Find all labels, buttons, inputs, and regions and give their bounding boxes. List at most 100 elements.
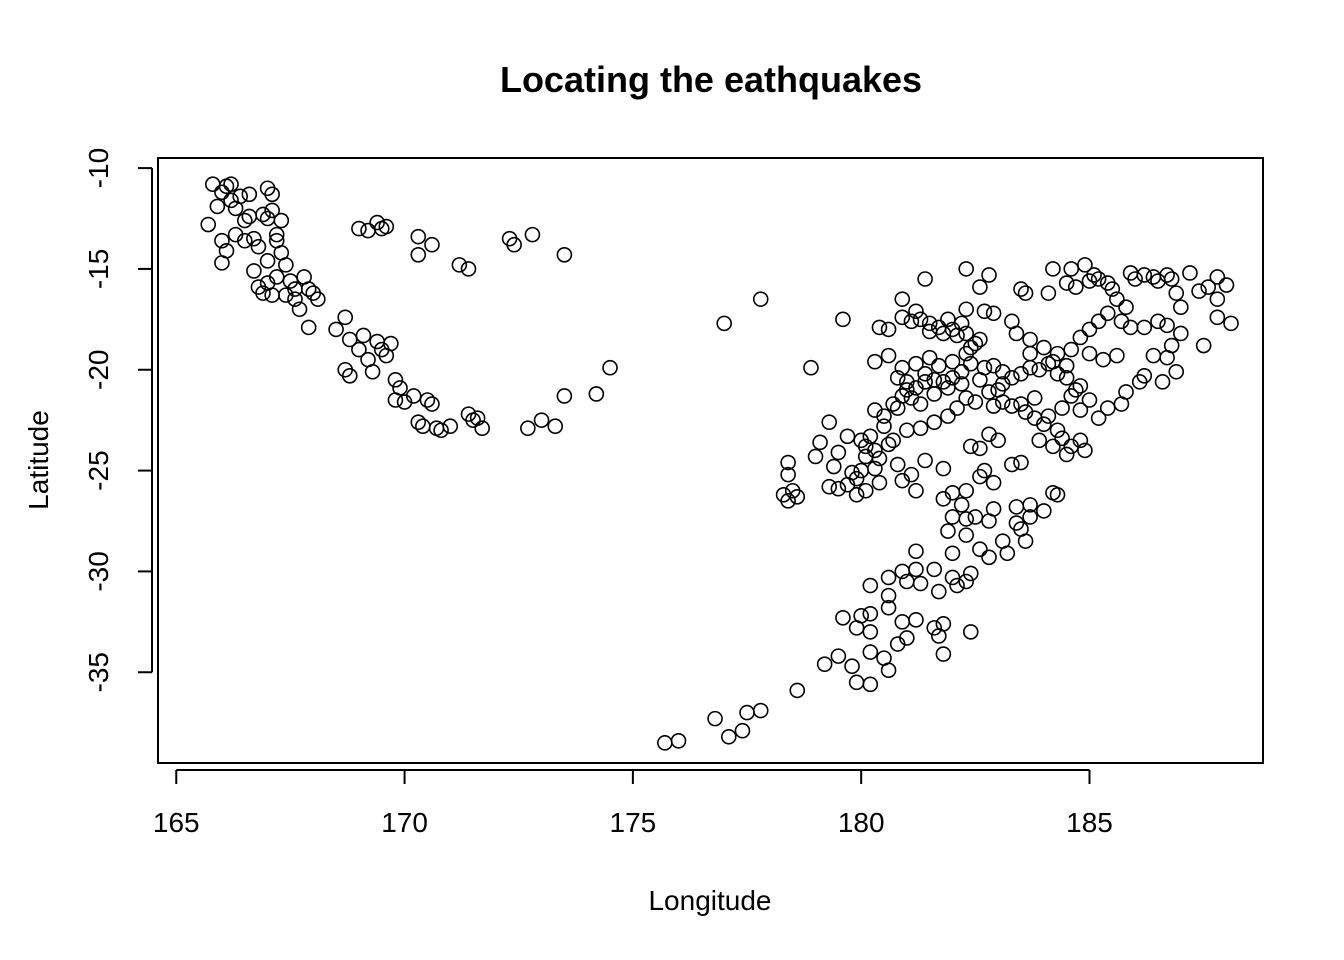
data-point bbox=[1081, 392, 1098, 408]
data-point bbox=[816, 656, 833, 672]
data-point bbox=[1036, 416, 1052, 433]
data-point bbox=[383, 335, 399, 352]
data-point bbox=[972, 372, 988, 388]
data-point bbox=[588, 386, 605, 402]
data-point bbox=[405, 388, 422, 404]
data-point bbox=[520, 420, 536, 437]
data-point bbox=[917, 452, 933, 469]
data-point bbox=[310, 291, 326, 307]
data-point bbox=[848, 674, 865, 691]
data-point bbox=[1013, 396, 1029, 412]
data-point bbox=[355, 327, 372, 344]
data-point bbox=[821, 414, 838, 430]
data-point bbox=[944, 545, 961, 562]
data-point bbox=[255, 206, 271, 223]
data-point bbox=[931, 357, 947, 374]
data-point bbox=[670, 733, 687, 749]
data-point bbox=[1008, 325, 1025, 342]
data-point bbox=[985, 474, 1002, 491]
data-point bbox=[953, 363, 970, 380]
data-point bbox=[214, 232, 230, 249]
data-point bbox=[803, 359, 819, 376]
data-point bbox=[976, 303, 993, 320]
data-point bbox=[246, 263, 262, 279]
data-point bbox=[300, 281, 317, 297]
data-point bbox=[894, 309, 911, 326]
data-point bbox=[1159, 267, 1175, 283]
data-point bbox=[1159, 317, 1175, 334]
data-point bbox=[908, 355, 924, 372]
data-point bbox=[985, 357, 1002, 374]
data-point bbox=[533, 412, 550, 428]
data-point bbox=[972, 331, 988, 348]
data-point bbox=[1031, 361, 1048, 378]
data-point bbox=[862, 428, 879, 445]
data-point bbox=[876, 418, 892, 435]
data-point bbox=[1040, 285, 1057, 301]
data-point bbox=[1036, 339, 1052, 356]
data-point bbox=[1145, 269, 1162, 285]
data-point bbox=[962, 624, 979, 640]
data-point bbox=[1063, 341, 1080, 358]
data-point bbox=[899, 382, 915, 398]
data-point bbox=[1013, 365, 1029, 382]
data-point bbox=[885, 396, 901, 412]
data-point bbox=[1049, 422, 1066, 439]
data-point bbox=[848, 486, 865, 503]
data-point bbox=[921, 349, 938, 366]
data-point bbox=[1159, 349, 1175, 366]
data-point bbox=[931, 583, 947, 600]
data-point bbox=[908, 612, 924, 628]
data-point bbox=[835, 311, 851, 328]
data-point bbox=[862, 605, 879, 622]
data-point bbox=[716, 315, 732, 332]
data-point bbox=[967, 335, 984, 352]
data-point bbox=[282, 273, 299, 289]
data-point bbox=[780, 493, 796, 509]
data-point bbox=[958, 390, 975, 406]
data-point bbox=[917, 374, 933, 390]
data-point bbox=[469, 410, 486, 426]
data-point bbox=[1154, 374, 1171, 390]
data-point bbox=[880, 436, 897, 453]
data-point bbox=[1036, 503, 1052, 519]
data-point bbox=[944, 353, 961, 370]
data-point bbox=[460, 261, 477, 277]
data-point bbox=[200, 216, 217, 233]
data-point bbox=[1022, 345, 1038, 362]
data-point bbox=[1013, 281, 1029, 297]
data-point bbox=[789, 682, 806, 699]
data-point bbox=[848, 470, 865, 487]
data-point bbox=[1173, 299, 1189, 316]
data-point bbox=[264, 287, 280, 303]
data-point bbox=[1031, 432, 1048, 449]
data-point bbox=[889, 400, 906, 416]
data-point bbox=[337, 309, 354, 326]
data-point bbox=[944, 484, 961, 501]
data-point bbox=[433, 422, 449, 439]
data-point bbox=[1054, 400, 1070, 416]
data-point bbox=[259, 253, 276, 269]
data-point bbox=[1200, 279, 1217, 295]
data-point bbox=[935, 646, 952, 662]
data-point bbox=[1090, 410, 1107, 426]
data-point bbox=[908, 482, 924, 499]
data-point bbox=[1168, 285, 1185, 301]
data-point bbox=[1163, 271, 1180, 287]
data-point bbox=[1058, 370, 1075, 386]
data-point bbox=[935, 460, 952, 477]
y-tick-label: -25 bbox=[83, 450, 114, 490]
data-point bbox=[899, 374, 915, 390]
data-point bbox=[739, 704, 755, 721]
data-point bbox=[1109, 347, 1125, 364]
data-point bbox=[958, 527, 975, 543]
data-point bbox=[351, 341, 367, 358]
data-point bbox=[962, 355, 979, 372]
data-point bbox=[1013, 454, 1029, 471]
data-point bbox=[278, 257, 294, 273]
y-axis: -10 -15 -20 -25 -30 -35 bbox=[83, 148, 153, 692]
data-point bbox=[1218, 277, 1235, 293]
data-point bbox=[1081, 345, 1098, 362]
data-point bbox=[885, 432, 901, 449]
data-point bbox=[1081, 321, 1098, 338]
